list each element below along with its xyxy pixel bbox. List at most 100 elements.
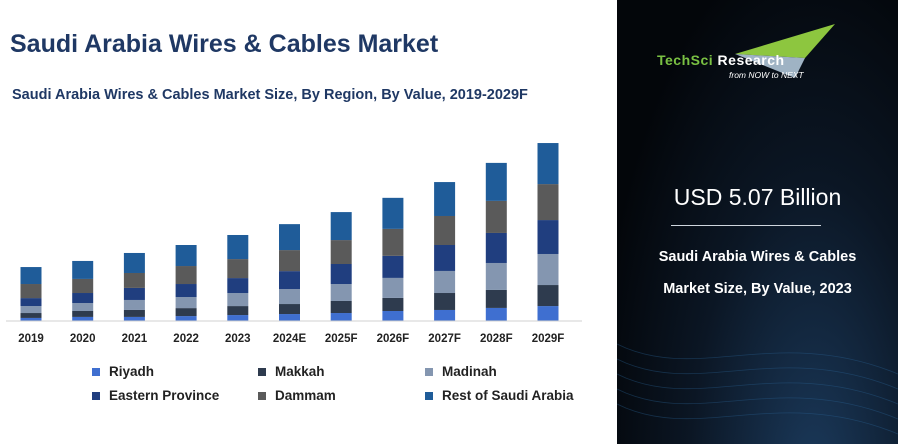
- chart-panel: Saudi Arabia Wires & Cables Market Saudi…: [6, 30, 582, 403]
- bar-segment-madinah-2022: [175, 297, 197, 309]
- legend-item-madinah: Madinah: [425, 364, 497, 379]
- x-tick-label: 2021: [122, 333, 148, 345]
- legend-label: Makkah: [275, 364, 325, 379]
- bar-segment-riyadh-2023: [227, 315, 249, 321]
- legend-swatch: [425, 367, 433, 376]
- bar-segment-makkah-2021: [123, 309, 145, 317]
- legend-item-dammam: Dammam: [258, 388, 336, 403]
- bar-segment-makkah-2022: [175, 308, 197, 317]
- bar-segment-rest-of-saudi-arabia-2022: [175, 245, 197, 267]
- bar-segment-makkah-2025F: [330, 300, 352, 314]
- bar-segment-rest-of-saudi-arabia-2026F: [382, 197, 404, 229]
- legend-item-eastern-province: Eastern Province: [92, 388, 219, 403]
- chart-subtitle: Saudi Arabia Wires & Cables Market Size,…: [12, 87, 528, 103]
- divider: [671, 225, 821, 226]
- techsci-logo-arrow: [735, 24, 835, 78]
- x-tick-label: 2020: [70, 333, 96, 345]
- bar-segment-rest-of-saudi-arabia-2029F: [537, 143, 559, 185]
- bar-segment-riyadh-2024E: [279, 314, 300, 321]
- legend-item-makkah: Makkah: [258, 364, 325, 379]
- bar-segment-madinah-2027F: [434, 270, 456, 294]
- legend-swatch: [92, 367, 100, 376]
- bar-segment-rest-of-saudi-arabia-2024E: [279, 224, 300, 251]
- x-tick-label: 2022: [173, 333, 199, 345]
- bar-segment-riyadh-2028F: [485, 307, 507, 321]
- bar-segment-eastern-province-2025F: [330, 264, 352, 285]
- bar-segment-dammam-2022: [175, 266, 197, 285]
- bar-segment-dammam-2023: [227, 259, 249, 279]
- bar-segment-rest-of-saudi-arabia-2021: [123, 252, 145, 273]
- bar-segment-eastern-province-2029F: [537, 220, 559, 254]
- bar-segment-dammam-2019: [20, 284, 42, 299]
- legend-swatch: [258, 391, 266, 400]
- bar-segment-madinah-2021: [123, 299, 145, 310]
- bar-segment-eastern-province-2019: [20, 298, 42, 307]
- bar-segment-rest-of-saudi-arabia-2019: [20, 267, 42, 285]
- bar-segment-makkah-2027F: [434, 293, 456, 310]
- logo-tagline: from NOW to NEXT: [729, 70, 804, 80]
- bar-segment-eastern-province-2027F: [434, 245, 456, 271]
- bar-segment-makkah-2026F: [382, 297, 404, 311]
- summary-panel: TechSci Research from NOW to NEXT USD 5.…: [617, 0, 898, 444]
- bar-segment-riyadh-2026F: [382, 310, 404, 321]
- bar-segment-dammam-2027F: [434, 215, 456, 245]
- bar-segment-makkah-2024E: [279, 304, 300, 315]
- bar-segment-rest-of-saudi-arabia-2023: [227, 234, 249, 260]
- bar-segment-riyadh-2021: [123, 316, 145, 321]
- bar-segment-madinah-2026F: [382, 277, 404, 298]
- bar-segment-makkah-2028F: [485, 289, 507, 308]
- bar-segment-madinah-2024E: [279, 289, 300, 305]
- legend-swatch: [425, 391, 433, 400]
- bar-segment-dammam-2020: [72, 278, 94, 294]
- bar-segment-dammam-2026F: [382, 228, 404, 256]
- x-tick-label: 2023: [225, 333, 251, 345]
- bar-segment-rest-of-saudi-arabia-2028F: [485, 162, 507, 201]
- bar-segment-eastern-province-2021: [123, 287, 145, 300]
- bar-segment-eastern-province-2026F: [382, 255, 404, 278]
- value-description-line2: Market Size, By Value, 2023: [663, 281, 852, 297]
- market-value: USD 5.07 Billion: [673, 184, 842, 210]
- bar-segment-madinah-2023: [227, 293, 249, 307]
- legend-label: Eastern Province: [109, 388, 220, 403]
- wave-decoration: [617, 343, 898, 435]
- x-tick-label: 2028F: [480, 333, 513, 345]
- x-tick-label: 2024E: [273, 333, 307, 345]
- bar-segment-riyadh-2020: [72, 316, 94, 321]
- bar-segment-eastern-province-2023: [227, 278, 249, 294]
- legend-item-riyadh: Riyadh: [92, 364, 154, 379]
- bar-segment-riyadh-2029F: [537, 306, 559, 321]
- bar-segment-makkah-2023: [227, 306, 249, 316]
- legend-label: Rest of Saudi Arabia: [442, 388, 574, 403]
- bar-segment-rest-of-saudi-arabia-2025F: [330, 212, 352, 241]
- bar-segment-eastern-province-2028F: [485, 232, 507, 263]
- bar-segment-makkah-2029F: [537, 285, 559, 307]
- bar-segment-riyadh-2027F: [434, 309, 456, 321]
- legend-label: Madinah: [442, 364, 497, 379]
- bar-segment-eastern-province-2020: [72, 293, 94, 304]
- legend-label: Riyadh: [109, 364, 155, 379]
- bar-segment-rest-of-saudi-arabia-2020: [72, 260, 94, 279]
- bar-segment-madinah-2029F: [537, 253, 559, 286]
- bar-segment-dammam-2021: [123, 272, 145, 288]
- bar-segment-madinah-2025F: [330, 284, 352, 301]
- value-description-line1: Saudi Arabia Wires & Cables: [658, 249, 857, 265]
- page-title: Saudi Arabia Wires & Cables Market: [10, 30, 439, 58]
- x-tick-label: 2026F: [377, 333, 410, 345]
- stacked-bar-chart: 2019 2020 2021 2022 2023 2024E 2025F 2026F 2027F…: [6, 143, 582, 345]
- x-tick-label: 2025F: [325, 333, 358, 345]
- legend-swatch: [258, 367, 266, 376]
- logo-name: TechSci Research: [657, 52, 785, 68]
- bar-segment-riyadh-2025F: [330, 313, 352, 321]
- bar-segment-rest-of-saudi-arabia-2027F: [434, 182, 456, 216]
- bar-segment-madinah-2019: [20, 306, 42, 314]
- bar-segment-dammam-2025F: [330, 240, 352, 264]
- legend-swatch: [92, 391, 100, 400]
- bar-segment-riyadh-2022: [175, 316, 197, 321]
- bar-segment-riyadh-2019: [20, 317, 42, 321]
- x-tick-label: 2019: [18, 333, 44, 345]
- bar-segment-eastern-province-2024E: [279, 271, 300, 290]
- legend-item-rest-of-saudi-arabia: Rest of Saudi Arabia: [425, 388, 574, 403]
- bar-segment-makkah-2020: [72, 310, 94, 317]
- bar-segment-madinah-2028F: [485, 262, 507, 290]
- bar-segment-dammam-2028F: [485, 200, 507, 233]
